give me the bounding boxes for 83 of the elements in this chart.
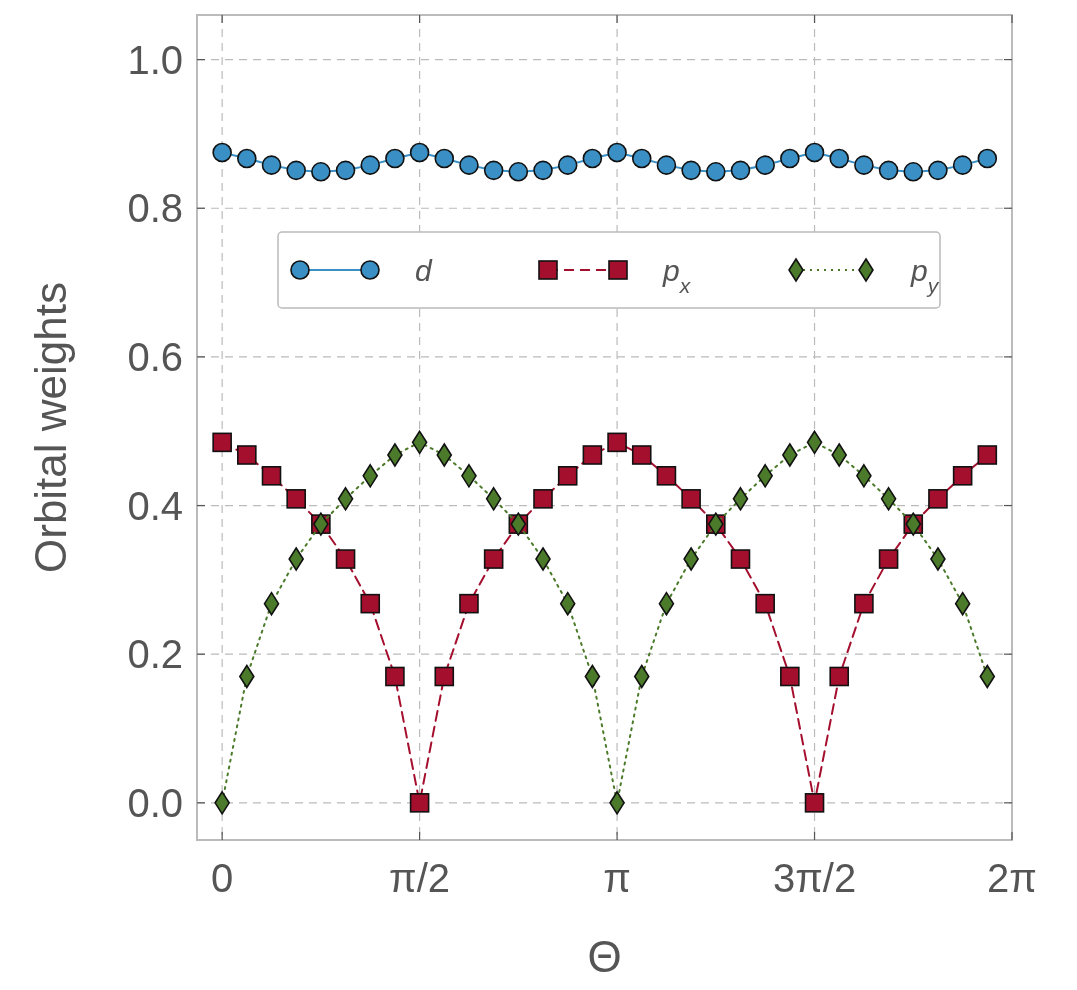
y-axis-title: Orbital weights xyxy=(26,281,75,574)
point xyxy=(880,487,897,511)
point xyxy=(780,666,800,687)
point xyxy=(261,466,282,486)
point xyxy=(485,487,502,511)
point xyxy=(952,466,973,486)
point xyxy=(385,666,405,687)
point xyxy=(878,160,899,181)
y-tick-label: 0.4 xyxy=(127,483,183,528)
point xyxy=(557,466,578,486)
x-tick-label: π xyxy=(603,856,631,900)
point xyxy=(582,445,603,465)
point xyxy=(977,445,998,465)
point xyxy=(582,148,603,169)
point xyxy=(286,160,306,181)
point xyxy=(656,155,677,175)
point xyxy=(434,666,455,687)
point xyxy=(261,155,282,175)
point xyxy=(755,593,775,614)
point xyxy=(607,432,627,453)
y-tick-label: 0.6 xyxy=(127,334,183,379)
point xyxy=(237,148,257,169)
point xyxy=(854,155,874,175)
point xyxy=(656,466,677,486)
legend-label: d xyxy=(415,253,433,287)
point xyxy=(977,148,998,169)
point xyxy=(804,142,825,163)
point xyxy=(311,162,331,182)
point xyxy=(706,162,726,182)
point xyxy=(237,445,257,465)
point xyxy=(335,549,356,569)
point xyxy=(928,160,948,181)
x-axis-title: Θ xyxy=(587,932,622,981)
point xyxy=(483,160,504,181)
point xyxy=(607,142,627,163)
point xyxy=(286,489,306,509)
x-tick-label: 0 xyxy=(211,856,234,900)
point xyxy=(631,445,652,465)
y-tick-label: 0.2 xyxy=(127,632,183,677)
point xyxy=(854,593,874,614)
point xyxy=(755,155,775,175)
x-tick-label: 2π xyxy=(987,856,1037,900)
point xyxy=(533,160,553,181)
point xyxy=(337,487,354,511)
point xyxy=(732,487,749,511)
legend-label: p$_{x}$ xyxy=(662,253,692,296)
point xyxy=(681,489,701,509)
y-tick-label: 1.0 xyxy=(127,37,183,82)
point xyxy=(928,489,948,509)
point xyxy=(903,162,924,182)
x-tick-label: 3π/2 xyxy=(772,856,857,900)
point xyxy=(335,160,356,181)
point xyxy=(436,443,453,467)
point xyxy=(804,793,825,813)
point xyxy=(730,549,751,569)
point xyxy=(360,155,381,175)
point xyxy=(409,142,430,163)
point xyxy=(212,432,232,453)
y-tick-label: 0.8 xyxy=(127,186,183,231)
point xyxy=(459,155,479,175)
point xyxy=(831,443,848,467)
point xyxy=(508,162,529,182)
point xyxy=(434,148,455,169)
point xyxy=(362,464,379,488)
point xyxy=(681,160,701,181)
point xyxy=(459,593,479,614)
point xyxy=(631,148,652,169)
point xyxy=(385,148,405,169)
point xyxy=(829,148,850,169)
point xyxy=(212,142,232,163)
point xyxy=(878,549,899,569)
point xyxy=(829,666,850,687)
point xyxy=(780,148,800,169)
point xyxy=(730,160,751,181)
point xyxy=(533,489,553,509)
legend-label: p$_{y}$ xyxy=(910,253,940,296)
y-tick-label: 0.0 xyxy=(127,780,183,825)
point xyxy=(483,549,504,569)
point xyxy=(409,793,430,813)
point xyxy=(360,593,381,614)
x-tick-label: π/2 xyxy=(389,856,451,900)
point xyxy=(952,155,973,175)
point xyxy=(557,155,578,175)
